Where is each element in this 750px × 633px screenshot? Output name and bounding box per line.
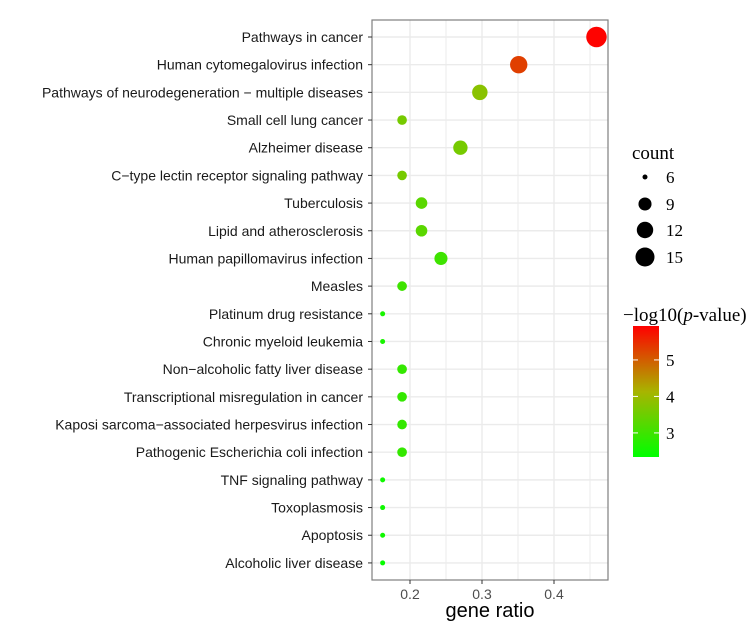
color-legend-label: 5	[666, 351, 675, 370]
y-tick-label: Pathogenic Escherichia coli infection	[136, 444, 363, 460]
color-bar	[633, 326, 659, 457]
color-legend-title: −log10(p-value)	[623, 305, 747, 326]
y-tick-label: Human cytomegalovirus infection	[157, 57, 363, 73]
grid	[371, 19, 609, 581]
data-point	[380, 560, 386, 566]
size-legend-label: 12	[666, 221, 683, 240]
color-legend-label: 4	[666, 387, 675, 406]
panel-border	[371, 19, 609, 581]
y-tick-label: Toxoplasmosis	[271, 500, 363, 516]
y-tick-label: Measles	[311, 278, 363, 294]
y-tick-label: Non−alcoholic fatty liver disease	[163, 361, 364, 377]
y-tick-label: Transcriptional misregulation in cancer	[124, 389, 363, 405]
size-legend-dot	[638, 197, 652, 211]
x-axis-title: gene ratio	[446, 600, 535, 622]
y-tick-label: Pathways in cancer	[242, 29, 364, 45]
data-point	[453, 140, 468, 155]
y-tick-label: Lipid and atherosclerosis	[208, 223, 363, 239]
data-point	[510, 56, 528, 74]
data-point	[380, 338, 386, 344]
data-point	[380, 311, 386, 317]
size-legend-title: count	[632, 143, 675, 164]
data-point	[586, 26, 607, 48]
data-point	[397, 392, 407, 402]
x-axis: 0.2 0.3 0.4	[400, 580, 564, 602]
data-point	[380, 477, 386, 483]
y-tick-label: Alcoholic liver disease	[225, 555, 363, 571]
data-point	[397, 281, 407, 291]
data-point	[472, 84, 488, 101]
data-point	[380, 532, 386, 538]
y-tick-label: Tuberculosis	[284, 195, 363, 211]
y-tick-label: Small cell lung cancer	[227, 112, 364, 128]
data-point	[397, 419, 407, 430]
size-legend-label: 15	[666, 248, 683, 267]
y-tick-label: Kaposi sarcoma−associated herpesvirus in…	[55, 417, 363, 433]
size-legend-dot	[642, 174, 648, 180]
y-tick-label: Platinum drug resistance	[209, 306, 363, 322]
y-tick-label: Pathways of neurodegeneration − multiple…	[42, 84, 363, 100]
y-axis-labels: Pathways in cancer Human cytomegalovirus …	[42, 29, 372, 571]
data-point	[415, 197, 428, 209]
data-point	[397, 364, 407, 374]
y-tick-label: C−type lectin receptor signaling pathway	[111, 167, 363, 183]
points	[380, 26, 607, 566]
y-tick-label: Human papillomavirus infection	[168, 250, 363, 266]
plot-panel	[372, 20, 608, 580]
y-tick-label: Alzheimer disease	[249, 140, 364, 156]
color-legend: −log10(p-value) 5 4 3	[623, 305, 747, 457]
x-tick-label: 0.2	[400, 586, 420, 602]
color-legend-label: 3	[666, 424, 675, 443]
x-tick-label: 0.3	[472, 586, 492, 602]
data-point	[415, 224, 428, 237]
size-legend-label: 9	[666, 195, 675, 214]
size-legend-label: 6	[666, 168, 675, 187]
y-tick-label: Chronic myeloid leukemia	[203, 333, 364, 349]
data-point	[397, 115, 407, 125]
size-legend-dot	[636, 221, 654, 239]
data-point	[380, 505, 386, 511]
size-legend: count 6 9 12 15	[632, 143, 683, 267]
y-tick-label: Apoptosis	[302, 527, 363, 543]
size-legend-dot	[635, 247, 655, 267]
y-tick-label: TNF signaling pathway	[221, 472, 363, 488]
x-tick-label: 0.4	[544, 586, 564, 602]
data-point	[397, 447, 407, 458]
data-point	[397, 170, 407, 181]
data-point	[434, 251, 448, 265]
